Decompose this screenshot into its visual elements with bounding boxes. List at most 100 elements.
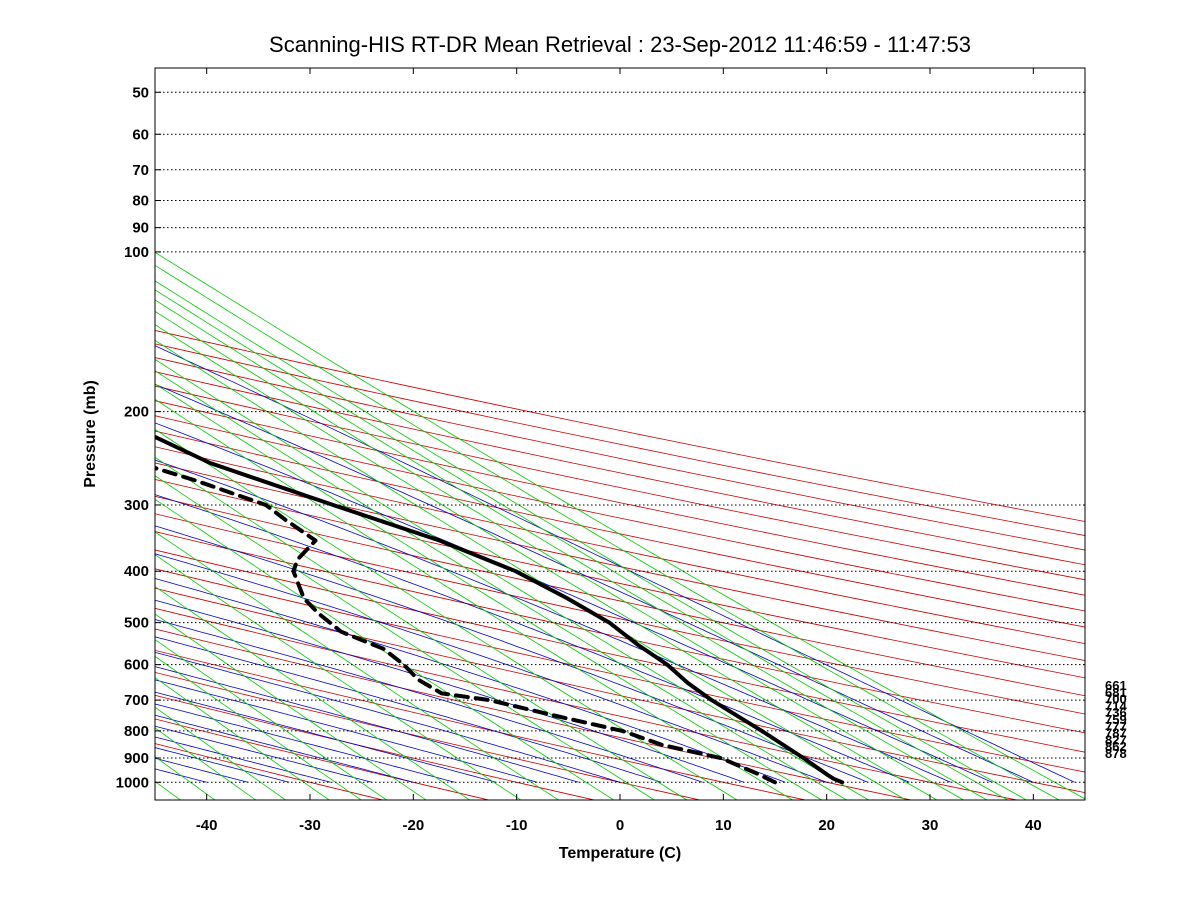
mixing-ratio-line (155, 456, 688, 800)
side-label-661: 661 (1105, 678, 1127, 693)
mixing-ratio-line (155, 264, 1060, 800)
side-label-827: 827 (1105, 732, 1127, 747)
y-tick-label-50: 50 (132, 84, 149, 101)
x-axis: -40 -30 -20 -10 0 10 20 30 40 (196, 68, 1042, 834)
x-axis-label: Temperature (C) (559, 845, 681, 862)
dry-adiabat (155, 587, 1085, 794)
moist-adiabat (155, 651, 621, 783)
y-tick-label-90: 90 (132, 220, 149, 237)
mixing-ratio-line (155, 289, 1009, 800)
x-tick-label--10: -10 (506, 817, 528, 834)
side-label-787: 787 (1105, 726, 1127, 741)
y-tick-label-200: 200 (124, 404, 149, 421)
dry-adiabat (155, 495, 1085, 697)
dry-adiabat (155, 513, 1085, 715)
moist-adiabat (155, 691, 497, 783)
mixing-ratio-line (155, 756, 216, 800)
x-tick-label-10: 10 (715, 817, 732, 834)
side-label-862: 862 (1105, 739, 1127, 754)
side-label-714: 714 (1105, 698, 1127, 713)
mixing-ratio-line (155, 613, 427, 800)
side-label-681: 681 (1105, 685, 1127, 700)
dewpoint-line (155, 465, 777, 785)
temperature-line (155, 434, 845, 785)
x-tick-label-20: 20 (818, 817, 835, 834)
mixing-ratio-line (155, 398, 794, 800)
moist-adiabat (155, 725, 373, 783)
y-tick-label-300: 300 (124, 497, 149, 514)
dry-adiabat (155, 330, 1085, 522)
mixing-ratio-line (0, 48, 134, 804)
dry-adiabat (155, 478, 1085, 679)
background-lines (0, 48, 1085, 804)
y-tick-label-60: 60 (132, 126, 149, 143)
x-tick-label--30: -30 (299, 817, 321, 834)
mixing-ratio-line (155, 727, 257, 800)
side-label-777: 777 (1105, 719, 1127, 734)
dry-adiabat (155, 357, 1085, 551)
side-label-878: 878 (1105, 746, 1127, 761)
y-tick-label-600: 600 (124, 657, 149, 674)
side-label-759: 759 (1105, 712, 1127, 727)
mixing-ratio-line (155, 554, 522, 800)
mixing-ratio-line (155, 358, 870, 800)
mixing-ratio-line (155, 370, 848, 800)
dry-adiabat (155, 385, 1085, 581)
dry-adiabat (155, 343, 1085, 536)
y-tick-label-70: 70 (132, 162, 149, 179)
y-axis: 50 60 70 80 90 100 200 300 400 500 600 700 800 900 100… (116, 84, 161, 791)
side-label-736: 736 (1105, 705, 1127, 720)
side-label-700: 700 (1105, 692, 1127, 707)
mixing-ratio-line (155, 531, 560, 800)
dry-adiabat (155, 400, 1085, 596)
moist-adiabat (155, 345, 1075, 783)
moist-adiabat (155, 666, 579, 783)
x-tick-label--40: -40 (196, 817, 218, 834)
dry-adiabat (155, 531, 1085, 734)
mixing-ratio-line (155, 677, 330, 800)
mixing-ratio-line (155, 475, 656, 800)
y-tick-label-100: 100 (124, 244, 149, 261)
mixing-ratio-line (155, 310, 965, 800)
mixing-ratio-line (0, 48, 73, 804)
mixing-ratio-line (155, 428, 738, 800)
mixing-ratio-line (155, 339, 907, 800)
y-tick-label-900: 900 (124, 750, 149, 767)
mixing-ratio-line (155, 280, 1028, 800)
dry-adiabat (155, 607, 1019, 800)
moist-adiabat (155, 525, 869, 783)
mixing-ratio-line (155, 299, 988, 800)
moist-adiabat (155, 459, 951, 783)
moist-adiabat (155, 714, 414, 783)
x-tick-label--20: -20 (402, 817, 424, 834)
mixing-ratio-line (155, 324, 938, 800)
y-tick-label-80: 80 (132, 193, 149, 210)
x-tick-label-30: 30 (922, 817, 939, 834)
plot-frame (154, 67, 1086, 801)
moist-adiabat (155, 494, 910, 783)
y-tick-label-500: 500 (124, 615, 149, 632)
mixing-ratio-line (0, 48, 16, 804)
moist-adiabat (155, 422, 993, 783)
mixing-ratio-line (155, 655, 362, 800)
mixing-ratio-line (155, 586, 471, 800)
y-tick-label-800: 800 (124, 723, 149, 740)
y-tick-label-700: 700 (124, 692, 149, 709)
dry-adiabat (155, 430, 1085, 628)
x-tick-label-0: 0 (616, 817, 624, 834)
moist-adiabat (155, 553, 827, 783)
chart-title: Scanning-HIS RT-DR Mean Retrieval : 23-S… (269, 32, 971, 57)
moist-adiabat (155, 736, 331, 783)
sounding-series (155, 434, 845, 785)
mixing-ratio-line (155, 383, 823, 800)
mixing-ratio-line (155, 251, 1085, 800)
dry-adiabat (155, 671, 702, 800)
dry-adiabat (155, 446, 1085, 645)
mixing-ratio-line (155, 639, 388, 800)
dry-adiabat (155, 649, 808, 800)
x-tick-label-40: 40 (1025, 817, 1042, 834)
dry-adiabat (155, 628, 914, 800)
dry-adiabat (155, 371, 1085, 566)
